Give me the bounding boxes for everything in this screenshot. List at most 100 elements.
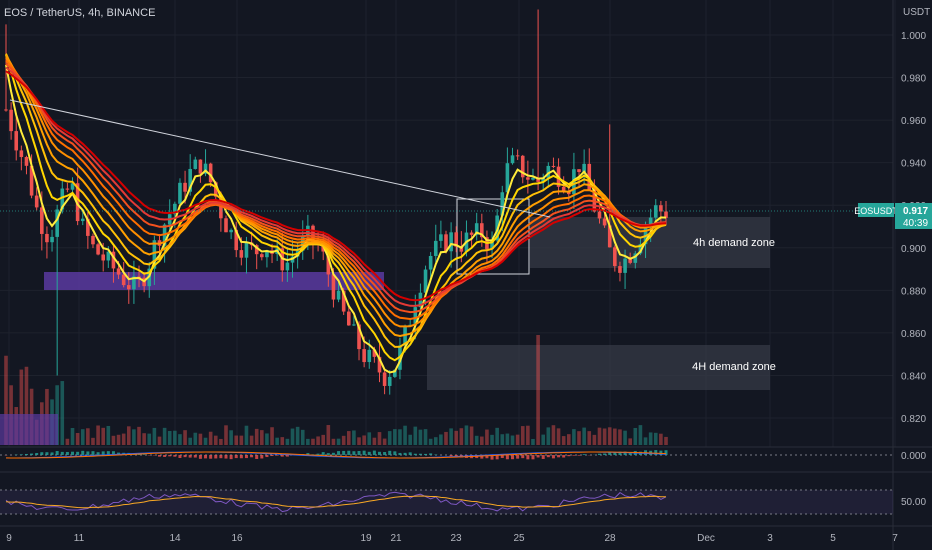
macd-bar	[352, 451, 356, 455]
volume-bar	[367, 432, 372, 445]
candle-body	[34, 195, 39, 208]
candle-body	[480, 223, 484, 238]
rsi-band	[0, 490, 893, 514]
macd-bar	[224, 455, 228, 459]
time-axis-label: 19	[360, 533, 372, 544]
volume-bar	[572, 429, 576, 445]
volume-bar	[198, 433, 203, 445]
candle-body	[208, 163, 213, 183]
ema-ribbon-line	[5, 63, 667, 314]
ema-ribbon	[5, 53, 667, 374]
macd-bar	[572, 455, 576, 456]
macd-bar	[362, 450, 366, 455]
macd-bar	[490, 455, 494, 460]
volume-bar	[515, 434, 520, 445]
candle-body	[582, 163, 586, 172]
candle-body	[55, 209, 59, 237]
volume-bar	[75, 432, 80, 445]
macd-bar	[613, 452, 617, 455]
macd-bar	[654, 450, 658, 455]
candle-body	[561, 186, 566, 192]
volume-bar	[316, 436, 320, 445]
price-tick-label: 0.940	[901, 159, 926, 170]
candle-body	[96, 244, 100, 255]
volume-bar	[500, 434, 505, 445]
macd-bar	[96, 452, 100, 455]
candle-body	[597, 211, 602, 219]
price-tick-label: 0.960	[901, 116, 926, 127]
candle-body	[29, 165, 34, 196]
volume-bar	[60, 381, 65, 445]
macd-bar	[337, 451, 341, 455]
candle-body	[433, 240, 438, 256]
macd-bar	[628, 452, 632, 455]
candle-body	[260, 254, 264, 258]
macd-bar	[65, 451, 69, 455]
volume-bar	[219, 438, 223, 445]
macd-bar	[342, 450, 346, 455]
macd-bar	[35, 452, 39, 455]
volume-bar	[469, 426, 474, 445]
macd-bar	[260, 455, 264, 459]
candle-body	[633, 253, 638, 263]
macd-bar	[408, 452, 412, 455]
macd-bar	[516, 455, 520, 459]
descending-trendline[interactable]	[9, 99, 551, 218]
macd-panel[interactable]	[0, 450, 893, 460]
macd-bar	[178, 455, 182, 458]
rsi-panel[interactable]	[0, 489, 893, 515]
ema-ribbon-line	[5, 54, 667, 338]
volume-bar	[24, 366, 29, 445]
ema-ribbon-line	[5, 56, 667, 328]
candle-body	[152, 240, 157, 269]
candle-body	[352, 324, 356, 326]
macd-bar	[239, 455, 243, 459]
macd-bar	[60, 451, 64, 455]
volume-bar	[648, 432, 653, 445]
last-symbol-text: EOSUSDT	[854, 206, 898, 216]
macd-bar	[608, 452, 612, 455]
candle-body	[474, 223, 479, 235]
rsi-ma-line	[5, 495, 666, 509]
volume-bar	[86, 428, 90, 445]
candle-body	[664, 211, 668, 218]
time-axis[interactable]: 9 11 14 16 19 21 23 25 28 Dec 3 5 7	[6, 533, 898, 544]
volume-bar	[249, 435, 254, 445]
volume-bar	[577, 431, 581, 445]
macd-bar	[280, 455, 284, 457]
volume-bar	[346, 431, 351, 445]
candle-body	[213, 182, 218, 197]
macd-bar	[418, 453, 422, 455]
volume-profile-block	[0, 414, 58, 445]
volume-bar	[633, 427, 638, 445]
candle-body	[331, 274, 336, 300]
volume-bar	[408, 434, 412, 445]
rsi-mid-label: 50.00	[901, 497, 926, 508]
macd-bar	[71, 451, 75, 455]
volume-bar	[244, 425, 249, 445]
volume-bar	[382, 438, 387, 445]
volume-bars	[0, 335, 668, 445]
macd-bar	[551, 455, 555, 459]
macd-bar	[536, 455, 540, 458]
candle-body	[14, 131, 19, 151]
volume-bar	[618, 429, 622, 445]
macd-bar	[101, 451, 105, 455]
volume-bar	[439, 434, 443, 445]
candle-body	[449, 232, 453, 252]
candle-body	[638, 244, 643, 254]
candle-body	[9, 109, 13, 132]
candle-body	[531, 177, 535, 180]
volume-bar	[413, 426, 418, 445]
volume-bar	[541, 434, 546, 445]
price-tick-label: 0.900	[901, 244, 926, 255]
volume-bar	[464, 425, 469, 445]
time-axis-label: 14	[169, 533, 181, 544]
macd-bar	[485, 455, 489, 459]
macd-bar	[500, 455, 504, 459]
macd-bar	[55, 451, 59, 455]
macd-bar	[562, 455, 566, 458]
volume-bar	[336, 438, 341, 445]
volume-bar	[137, 426, 141, 445]
